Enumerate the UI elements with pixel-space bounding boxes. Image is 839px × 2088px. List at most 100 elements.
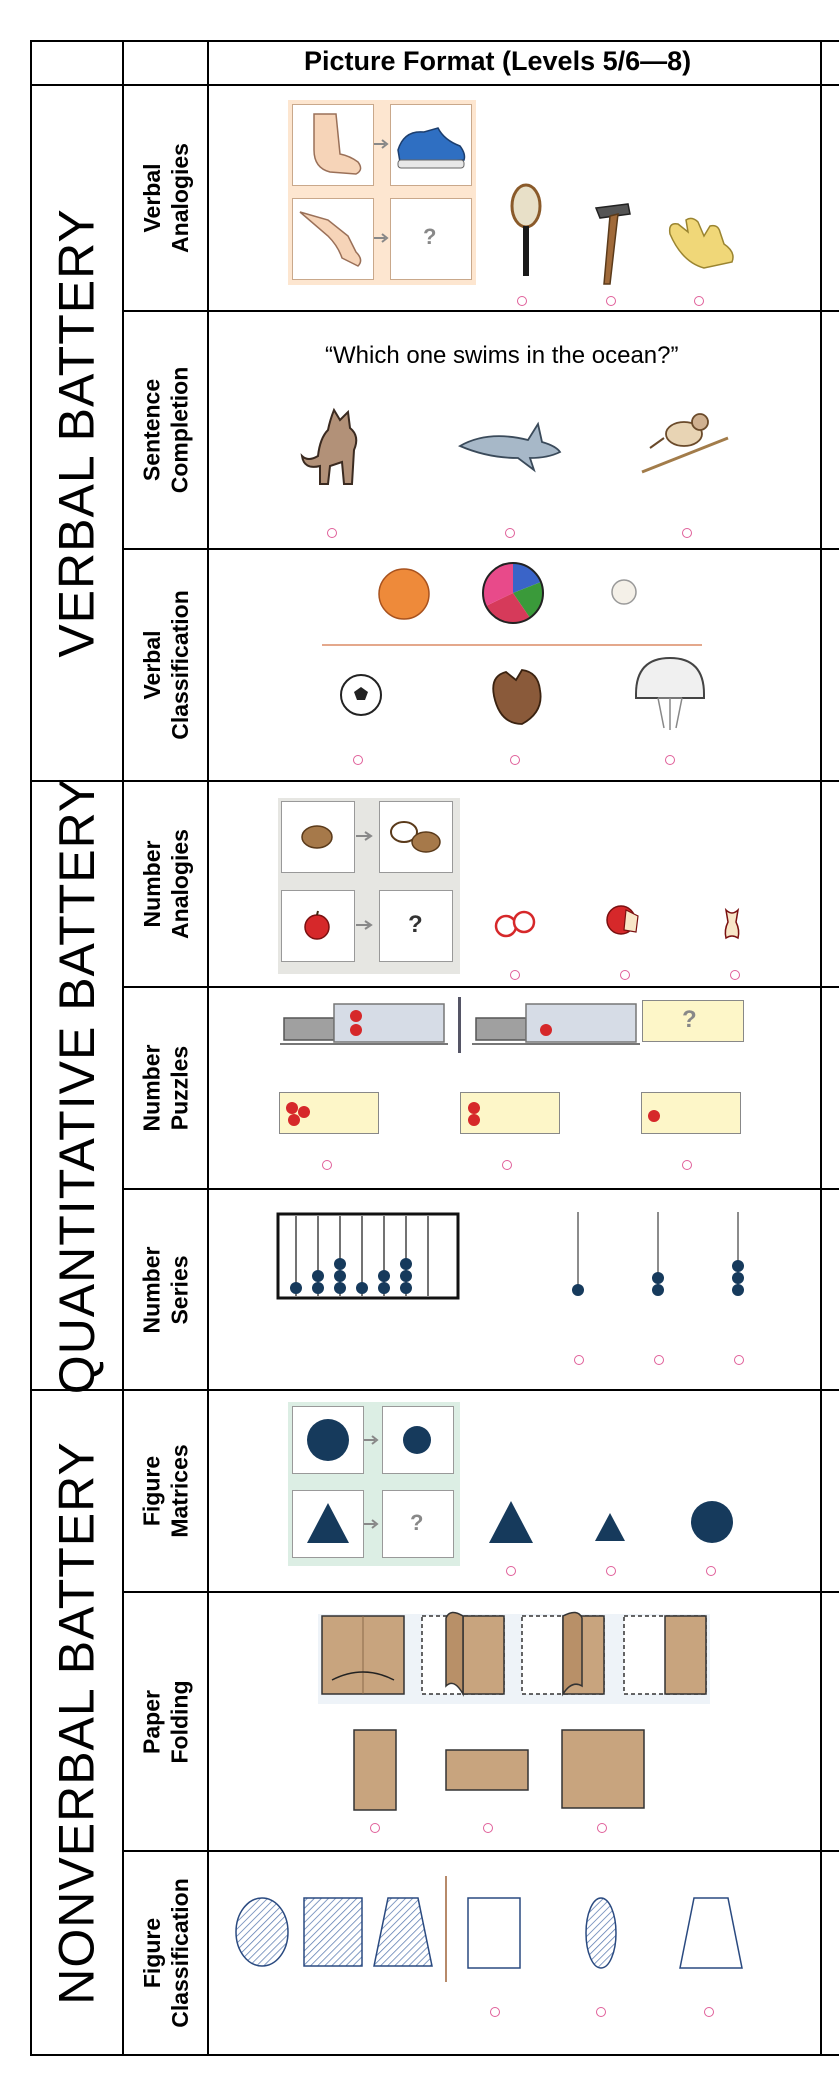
answer-bubble[interactable] bbox=[606, 1566, 616, 1576]
subtest-label-figure-classification: Figure Classification bbox=[138, 1878, 193, 2028]
trapezoid-option-icon bbox=[679, 1897, 743, 1969]
train-icon bbox=[472, 1003, 640, 1045]
arrow-right-icon bbox=[374, 233, 389, 243]
question-mark: ? bbox=[682, 1006, 697, 1033]
answer-bubble[interactable] bbox=[694, 296, 704, 306]
train-icon bbox=[280, 1003, 448, 1045]
arrow-right-icon bbox=[356, 920, 373, 930]
answer-bubble[interactable] bbox=[620, 970, 630, 980]
question-mark: ? bbox=[423, 224, 437, 249]
row-divider bbox=[123, 1591, 839, 1593]
answer-bubble[interactable] bbox=[506, 1566, 516, 1576]
apple-icon bbox=[304, 910, 330, 940]
answer-bubble[interactable] bbox=[597, 1823, 607, 1833]
answer-bubble[interactable] bbox=[596, 2007, 606, 2017]
apple-slices-icon bbox=[494, 910, 536, 938]
paper-option-tall bbox=[353, 1729, 397, 1811]
answer-bubble[interactable] bbox=[606, 296, 616, 306]
baseball-glove-icon bbox=[492, 669, 542, 725]
answer-bubble[interactable] bbox=[505, 528, 515, 538]
arrow-right-icon bbox=[364, 1435, 379, 1445]
apple-cargo-icon bbox=[540, 1024, 552, 1036]
sentence-completion-prompt: “Which one swims in the ocean?” bbox=[325, 342, 679, 369]
answer-bubble[interactable] bbox=[517, 296, 527, 306]
arrow-right-icon bbox=[374, 139, 389, 149]
paper-step-3 bbox=[521, 1611, 605, 1697]
abacus-rod-option bbox=[732, 1212, 744, 1296]
battery-label-quantitative: QUANTITATIVE BATTERY bbox=[32, 777, 122, 1393]
answer-bubble[interactable] bbox=[502, 1160, 512, 1170]
hammer-icon bbox=[594, 203, 631, 285]
abacus-icon bbox=[276, 1212, 460, 1300]
hand-mirror-icon bbox=[510, 183, 542, 276]
answer-bubble[interactable] bbox=[490, 2007, 500, 2017]
cat-icon bbox=[300, 407, 358, 485]
answer-bubble[interactable] bbox=[322, 1160, 332, 1170]
arrow-right-icon bbox=[356, 831, 373, 841]
answer-bubble[interactable] bbox=[682, 528, 692, 538]
apples-cargo-icon bbox=[468, 1102, 480, 1126]
subtest-label-sentence-completion: Sentence Completion bbox=[138, 366, 193, 494]
subtest-label-number-puzzles: Number Puzzles bbox=[138, 1044, 193, 1132]
answer-bubble[interactable] bbox=[370, 1823, 380, 1833]
apples-cargo-icon bbox=[286, 1102, 310, 1126]
table-border-left bbox=[30, 40, 32, 2056]
row-divider bbox=[123, 548, 839, 550]
large-triangle-icon bbox=[307, 1503, 349, 1543]
large-circle-icon bbox=[307, 1419, 349, 1461]
large-triangle-option-icon bbox=[489, 1501, 533, 1543]
unknown-cargo-car bbox=[642, 1000, 744, 1042]
walnut-icon bbox=[301, 825, 333, 849]
cut-apple-icon bbox=[606, 905, 639, 935]
analogy-cell-unknown bbox=[390, 198, 472, 280]
answer-bubble[interactable] bbox=[327, 528, 337, 538]
classification-divider bbox=[322, 644, 702, 646]
hand-icon bbox=[299, 211, 362, 267]
subtest-label-figure-matrices: Figure Matrices bbox=[138, 1444, 193, 1538]
soccer-ball-icon bbox=[340, 674, 382, 716]
answer-bubble[interactable] bbox=[483, 1823, 493, 1833]
answer-bubble[interactable] bbox=[706, 1566, 716, 1576]
subtest-label-verbal-analogies: Verbal Analogies bbox=[138, 143, 193, 253]
answer-bubble[interactable] bbox=[730, 970, 740, 980]
answer-bubble[interactable] bbox=[734, 1355, 744, 1365]
answer-bubble[interactable] bbox=[704, 2007, 714, 2017]
row-divider bbox=[123, 310, 839, 312]
hatched-ellipse-option-icon bbox=[585, 1897, 617, 1969]
basketball-hoop-icon bbox=[635, 656, 705, 730]
puzzle-divider bbox=[458, 997, 461, 1053]
number-cell bbox=[281, 890, 355, 962]
subtest-label-number-analogies: Number Analogies bbox=[138, 829, 193, 939]
baseball-icon bbox=[611, 579, 637, 605]
row-divider bbox=[123, 1850, 839, 1852]
answer-bubble[interactable] bbox=[665, 755, 675, 765]
battery-divider bbox=[30, 780, 839, 782]
bird-on-branch-icon bbox=[641, 413, 729, 474]
battery-label-nonverbal: NONVERBAL BATTERY bbox=[32, 1391, 122, 2054]
answer-bubble[interactable] bbox=[353, 755, 363, 765]
column-divider bbox=[820, 40, 822, 2056]
paper-option-square bbox=[561, 1729, 645, 1809]
answer-bubble[interactable] bbox=[510, 970, 520, 980]
hatched-square-icon bbox=[303, 1897, 363, 1967]
subtest-label-verbal-classification: Verbal Classification bbox=[138, 590, 193, 740]
answer-bubble[interactable] bbox=[574, 1355, 584, 1365]
answer-bubble[interactable] bbox=[682, 1160, 692, 1170]
column-divider bbox=[207, 40, 209, 2056]
table-border-bottom bbox=[30, 2054, 839, 2056]
basketball-icon bbox=[378, 568, 430, 620]
hatched-trapezoid-icon bbox=[373, 1897, 433, 1967]
answer-bubble[interactable] bbox=[654, 1355, 664, 1365]
foot-icon bbox=[313, 113, 362, 175]
answer-bubble[interactable] bbox=[510, 755, 520, 765]
battery-name: NONVERBAL BATTERY bbox=[49, 1440, 105, 2005]
column-header-picture-format: Picture Format (Levels 5/6—8) bbox=[304, 46, 692, 76]
verbal-analogies-matrix bbox=[0, 0, 1, 1]
battery-divider bbox=[30, 1389, 839, 1391]
table-border-top bbox=[30, 40, 839, 42]
table-border-header bbox=[30, 84, 839, 86]
apples-cargo-icon bbox=[350, 1010, 362, 1036]
apple-cargo-icon bbox=[648, 1110, 660, 1122]
sneaker-icon bbox=[397, 127, 466, 169]
